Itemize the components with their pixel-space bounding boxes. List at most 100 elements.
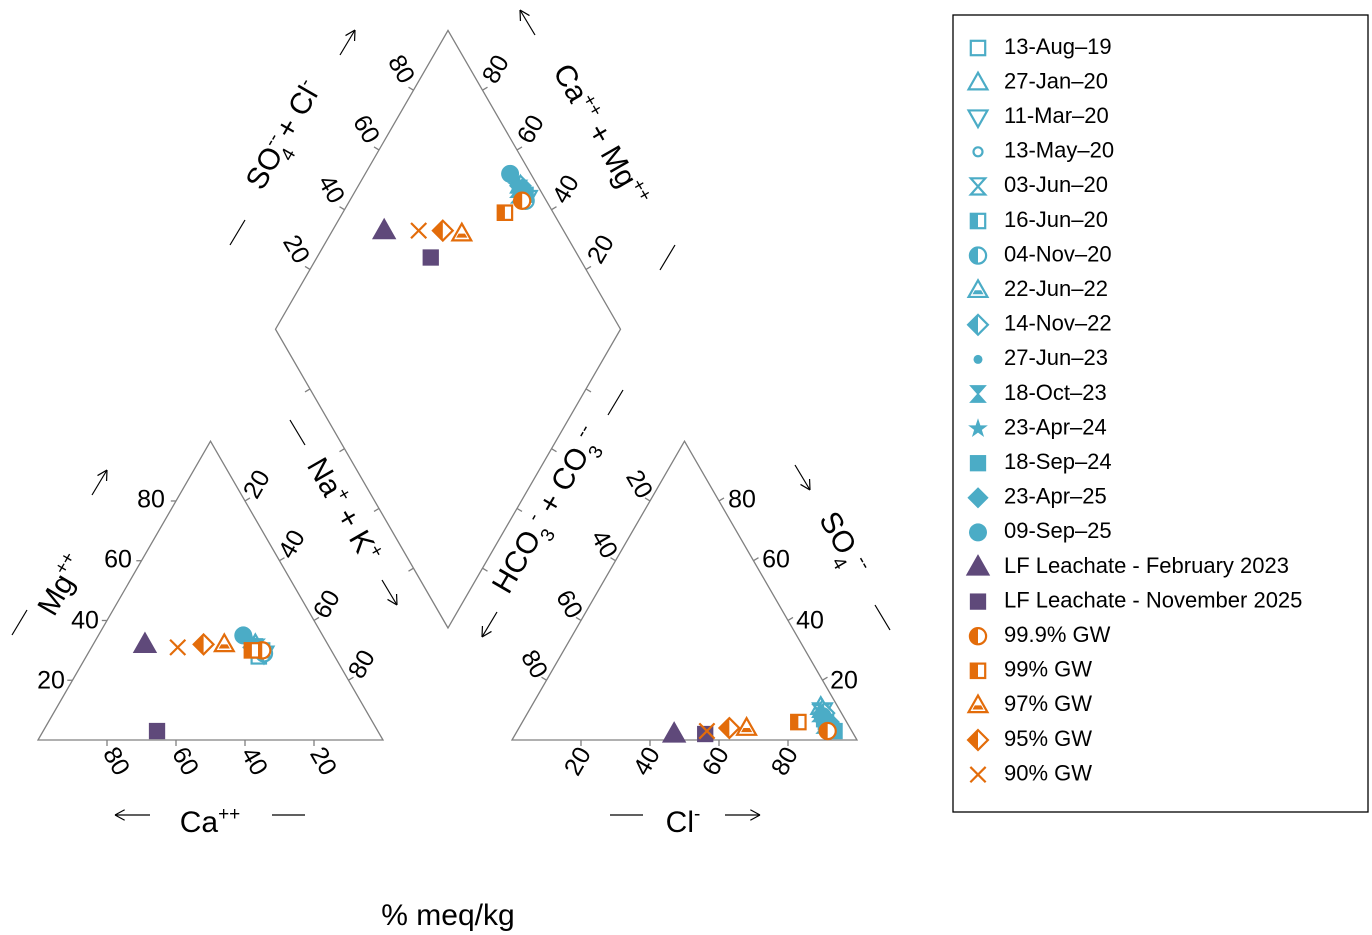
mg-tick-label: 60 <box>104 546 132 574</box>
legend-label: LF Leachate - February 2023 <box>1004 553 1289 578</box>
mg-tick-label: 40 <box>71 607 99 635</box>
legend-box <box>952 14 1369 813</box>
legend-item: 09-Sep–25 <box>969 518 1112 543</box>
marker-square <box>148 722 166 740</box>
legend-label: 27-Jun–23 <box>1004 345 1108 370</box>
marker-triangle-fill <box>218 644 230 649</box>
marker-triangle <box>966 693 990 714</box>
nak-arrow <box>381 579 398 606</box>
nak-tick-label: 60 <box>308 585 346 623</box>
diamond-tick-label: 20 <box>277 230 315 268</box>
legend-item: 13-May–20 <box>972 138 1114 163</box>
so4-cl-arrow <box>339 29 356 56</box>
series-27-jun-23 <box>245 178 829 724</box>
series-03-jun-20 <box>243 179 831 723</box>
hco3-arrow <box>481 611 498 638</box>
so4-tick-label: 60 <box>762 546 790 574</box>
legend-item: 99% GW <box>969 657 1092 682</box>
cl-tick-label: 20 <box>559 742 597 780</box>
series-99-9-gw <box>253 191 837 741</box>
diamond-tick <box>339 448 345 453</box>
marker-triangle-fill <box>972 705 984 710</box>
ca-tick-label: 40 <box>235 742 273 780</box>
marker-triangle <box>966 278 990 299</box>
so4-tick <box>787 616 794 622</box>
legend-label: 97% GW <box>1004 691 1092 716</box>
legend-label: 14-Nov–22 <box>1004 311 1112 336</box>
legend-item: 99.9% GW <box>968 622 1111 647</box>
diamond-tick <box>408 567 414 572</box>
legend-item: 11-Mar–20 <box>966 103 1109 130</box>
diamond-tick <box>373 146 380 151</box>
diamond-tick <box>482 86 488 91</box>
series-99-gw <box>243 204 807 731</box>
legend-item: 27-Jun–23 <box>973 345 1108 370</box>
legend-label: 18-Oct–23 <box>1004 380 1107 405</box>
mg-tick-label: 20 <box>37 667 65 695</box>
legend-label: 03-Jun–20 <box>1004 172 1108 197</box>
legend-item: 95% GW <box>966 726 1092 752</box>
diamond-tick-label: 40 <box>312 170 350 208</box>
legend-label: 95% GW <box>1004 726 1092 751</box>
ca-tick-label: 80 <box>97 742 135 780</box>
ca-axis-label: Ca++ <box>180 804 241 839</box>
nak-tick <box>279 557 285 562</box>
legend-item: 03-Jun–20 <box>968 172 1108 197</box>
marker-triangle <box>132 631 158 653</box>
diamond-tick-label: 80 <box>477 50 515 88</box>
so4-dash <box>874 604 891 631</box>
so4-tick <box>822 676 828 681</box>
series-09-sep-25 <box>234 164 832 726</box>
marker-diamond-fill <box>719 718 730 738</box>
diamond-tick <box>482 567 488 572</box>
series-13-aug-19 <box>250 189 835 731</box>
mg-dash <box>11 609 28 636</box>
marker-circle-fill <box>819 722 828 740</box>
diamond-tick <box>516 146 523 151</box>
cl-tick-label: 80 <box>766 742 804 780</box>
marker-square <box>969 39 987 57</box>
diamond-tick <box>585 265 592 271</box>
series-lf-leachate-february-2023 <box>132 217 687 743</box>
hco3-axis-label: HCO3- + CO3-- <box>484 420 614 603</box>
marker-hourglass <box>968 177 988 196</box>
cl-tick-label: 60 <box>697 742 735 780</box>
series-lf-leachate-november-2025 <box>148 249 714 743</box>
diamond-tick <box>516 507 523 513</box>
legend-item: 27-Jan–20 <box>966 68 1108 93</box>
legend-label: 11-Mar–20 <box>1004 103 1109 128</box>
nak-dash <box>289 419 306 446</box>
diamond-tick <box>408 86 414 91</box>
marker-diamond-fill <box>968 314 978 335</box>
marker-x <box>698 722 716 740</box>
marker-diamond-fill <box>432 220 443 241</box>
ca-mg-arrow <box>519 9 536 36</box>
diamond-tick <box>304 388 311 393</box>
legend-item: 23-Apr–24 <box>968 414 1107 439</box>
so4-tick <box>753 557 759 562</box>
so4-arrow <box>794 464 811 491</box>
tick-labels: 80 60 40 20 20 40 60 80 20 40 60 80 20 40 60 80 20 40 60 80… <box>37 50 858 780</box>
legend-item: LF Leachate - November 2025 <box>969 587 1302 612</box>
data-points <box>132 164 843 743</box>
series-22-jun-22 <box>244 173 834 718</box>
cl-axis-label: Cl- <box>666 804 701 839</box>
legend: 13-Aug–19 27-Jan–20 11-Mar–20 13-May–20 03-J… <box>952 14 1369 813</box>
legend-label: 99.9% GW <box>1004 622 1111 647</box>
marker-square-fill <box>791 714 799 730</box>
nak-tick <box>313 616 320 622</box>
series-18-sep-24 <box>254 186 843 740</box>
legend-label: 18-Sep–24 <box>1004 449 1112 474</box>
hco3-arrow-head <box>481 630 492 638</box>
so4-cl-arrow-head <box>345 29 356 37</box>
legend-label: 09-Sep–25 <box>1004 518 1112 543</box>
diamond-tick-label: 60 <box>512 110 550 148</box>
legend-item: LF Leachate - February 2023 <box>965 553 1289 578</box>
marker-triangle <box>371 217 397 240</box>
so4-tick-label: 80 <box>728 486 756 514</box>
legend-item: 13-Aug–19 <box>969 34 1112 59</box>
diamond-tick <box>551 448 557 453</box>
hco3-tick <box>610 557 616 562</box>
hco3-dash <box>607 389 624 416</box>
marker-square <box>969 593 987 610</box>
